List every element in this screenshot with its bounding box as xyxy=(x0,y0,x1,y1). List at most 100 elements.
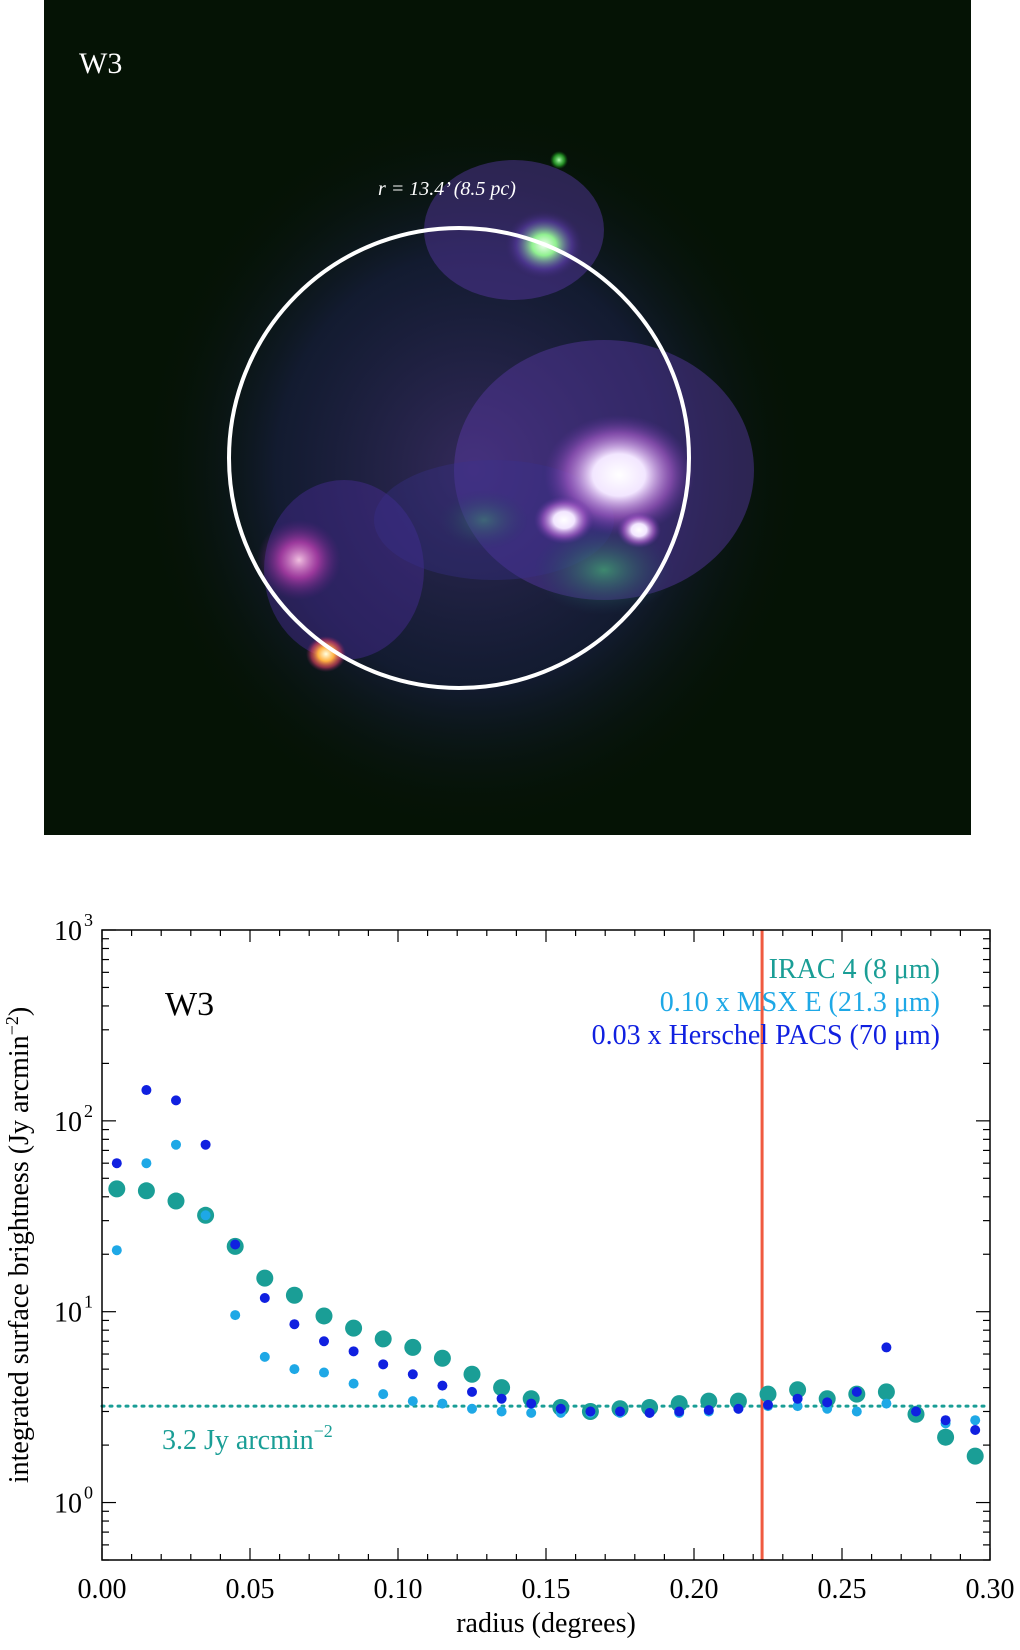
x-tick-label: 0.10 xyxy=(374,1574,423,1605)
data-point-series-3 xyxy=(348,1346,359,1357)
data-point-series-2 xyxy=(792,1401,803,1412)
data-point-series-1 xyxy=(670,1395,688,1413)
data-point-series-2 xyxy=(111,1245,122,1256)
y-tick-exponent: 1 xyxy=(84,1292,93,1312)
data-point-series-2 xyxy=(970,1415,981,1426)
x-tick-label: 0.00 xyxy=(78,1574,127,1605)
y-tick-exponent: 0 xyxy=(84,1483,93,1503)
data-point-series-1 xyxy=(285,1286,303,1304)
data-point-series-1 xyxy=(345,1319,363,1337)
x-tick-label: 0.15 xyxy=(522,1574,571,1605)
data-point-series-2 xyxy=(319,1367,329,1378)
data-point-series-2 xyxy=(496,1406,507,1417)
x-tick-label: 0.25 xyxy=(818,1574,867,1605)
data-points-group xyxy=(108,1085,984,1465)
w3-image-svg: W3 r = 13.4’ (8.5 pc) xyxy=(44,0,971,835)
data-point-series-3 xyxy=(733,1403,744,1414)
data-point-series-3 xyxy=(141,1085,152,1096)
data-point-series-3 xyxy=(526,1398,537,1409)
aperture-radius-label: r = 13.4’ (8.5 pc) xyxy=(378,178,516,200)
data-point-series-3 xyxy=(230,1239,241,1250)
data-point-series-3 xyxy=(437,1380,448,1391)
data-point-series-3 xyxy=(703,1405,714,1416)
image-panel-label: W3 xyxy=(79,47,122,80)
data-point-series-2 xyxy=(259,1351,270,1362)
y-tick-exponent: 3 xyxy=(84,910,93,930)
data-point-series-3 xyxy=(674,1406,685,1417)
data-point-series-3 xyxy=(970,1424,981,1435)
x-tick-label: 0.20 xyxy=(670,1574,719,1605)
data-point-series-3 xyxy=(171,1095,181,1106)
y-tick-label: 10 xyxy=(54,1489,82,1520)
data-point-series-3 xyxy=(555,1403,566,1414)
data-point-series-2 xyxy=(851,1406,862,1417)
data-point-series-1 xyxy=(493,1379,511,1397)
data-point-series-1 xyxy=(167,1192,185,1210)
data-point-series-1 xyxy=(463,1365,481,1383)
data-point-series-3 xyxy=(259,1292,270,1303)
y-axis-label: integrated surface brightness (Jy arcmin… xyxy=(2,1007,35,1483)
data-point-series-3 xyxy=(111,1158,122,1169)
y-tick-label: 10 xyxy=(54,1298,82,1329)
legend-entry-2: 0.10 x MSX E (21.3 μm) xyxy=(660,987,940,1018)
data-point-series-3 xyxy=(792,1393,803,1404)
data-point-series-3 xyxy=(407,1369,418,1380)
data-point-series-2 xyxy=(467,1403,477,1414)
data-point-series-2 xyxy=(881,1398,892,1409)
data-point-series-3 xyxy=(319,1336,329,1347)
data-point-series-2 xyxy=(437,1398,448,1409)
data-point-series-3 xyxy=(615,1406,625,1417)
data-point-series-1 xyxy=(759,1385,777,1403)
data-point-series-1 xyxy=(700,1392,718,1410)
data-point-series-3 xyxy=(881,1342,892,1353)
data-point-series-1 xyxy=(966,1447,984,1465)
data-point-series-1 xyxy=(937,1428,955,1446)
data-point-series-2 xyxy=(378,1389,389,1400)
x-tick-label: 0.30 xyxy=(966,1574,1015,1605)
data-point-series-3 xyxy=(467,1386,477,1397)
y-tick-label: 10 xyxy=(54,1107,82,1138)
data-point-series-2 xyxy=(526,1407,537,1418)
w3-composite-image: W3 r = 13.4’ (8.5 pc) xyxy=(44,0,971,835)
data-point-series-2 xyxy=(289,1364,300,1375)
reference-line-label: 3.2 Jy arcmin−2 xyxy=(162,1421,333,1456)
data-point-series-2 xyxy=(171,1139,181,1150)
data-point-series-3 xyxy=(200,1139,211,1150)
data-point-series-2 xyxy=(407,1396,418,1407)
radial-profile-plot: 0.00 0.05 0.10 0.15 0.20 0.25 0.30 10 0 10 1 10 2 10 3… xyxy=(0,900,1020,1645)
x-tick-label: 0.05 xyxy=(226,1574,275,1605)
data-point-series-3 xyxy=(496,1393,507,1404)
data-point-series-3 xyxy=(851,1386,862,1397)
data-point-series-1 xyxy=(137,1182,155,1200)
data-point-series-1 xyxy=(256,1269,274,1287)
data-point-series-2 xyxy=(348,1378,359,1389)
axis-ticks-group xyxy=(101,929,991,1561)
y-tick-exponent: 2 xyxy=(84,1101,93,1121)
data-point-series-3 xyxy=(585,1406,596,1417)
data-point-series-1 xyxy=(433,1349,451,1367)
data-point-series-3 xyxy=(763,1399,773,1410)
plot-panel-label: W3 xyxy=(165,986,214,1023)
data-point-series-3 xyxy=(378,1359,389,1370)
x-axis-label: radius (degrees) xyxy=(456,1608,636,1639)
y-tick-label: 10 xyxy=(54,916,82,947)
data-point-series-1 xyxy=(374,1330,392,1348)
data-point-series-1 xyxy=(729,1392,747,1410)
data-point-series-3 xyxy=(940,1415,951,1426)
data-point-series-3 xyxy=(644,1407,655,1418)
aperture-circle xyxy=(227,226,691,690)
data-point-series-2 xyxy=(141,1158,152,1169)
data-point-series-1 xyxy=(789,1381,807,1399)
data-point-series-3 xyxy=(822,1397,833,1408)
legend-entry-1: IRAC 4 (8 μm) xyxy=(769,954,940,985)
data-point-series-1 xyxy=(877,1383,895,1401)
data-point-series-1 xyxy=(315,1307,333,1325)
data-point-series-1 xyxy=(108,1180,126,1198)
data-point-series-2 xyxy=(230,1310,241,1321)
data-point-series-3 xyxy=(911,1406,921,1417)
data-point-series-1 xyxy=(404,1338,422,1356)
legend-entry-3: 0.03 x Herschel PACS (70 μm) xyxy=(592,1020,940,1051)
data-point-series-3 xyxy=(289,1319,300,1330)
